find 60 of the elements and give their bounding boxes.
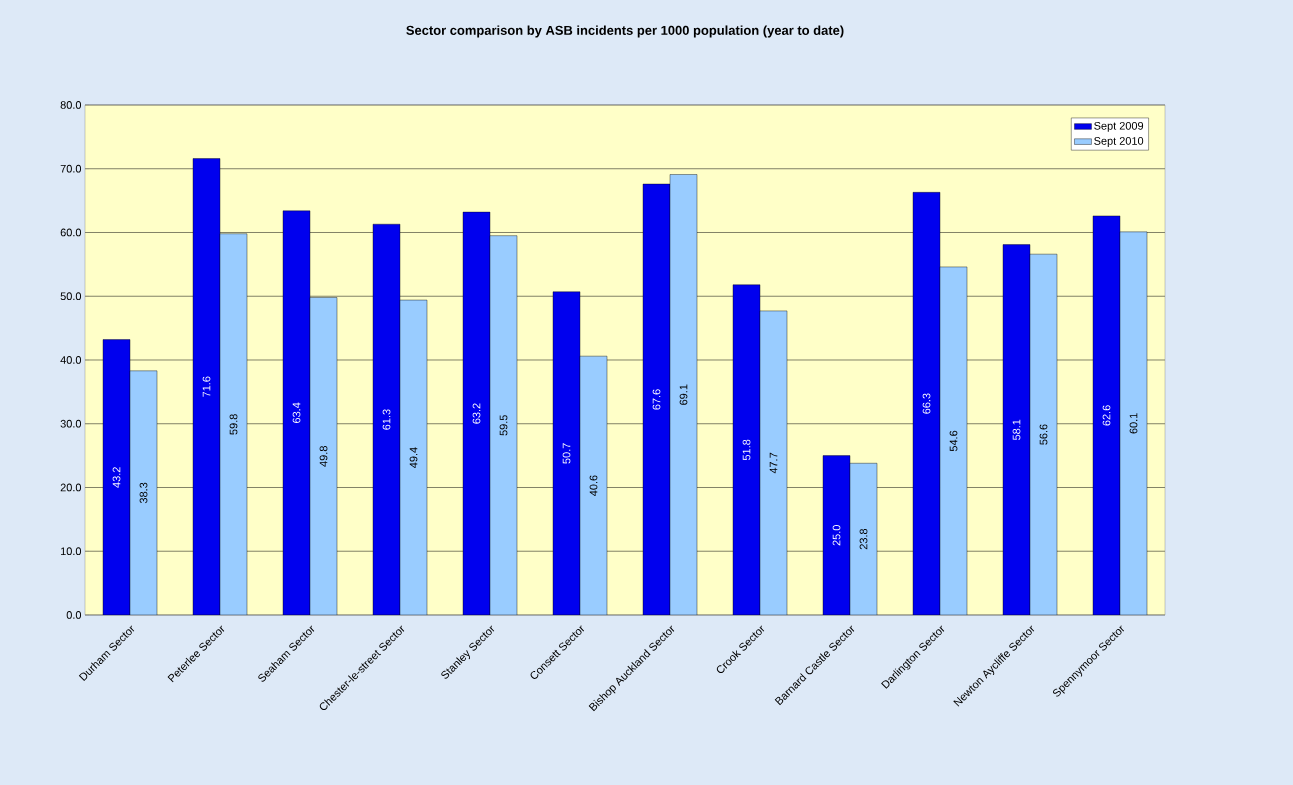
bar <box>372 224 401 615</box>
bar <box>1029 253 1058 615</box>
bar <box>1119 231 1148 615</box>
bar <box>849 463 878 615</box>
data-label: 47.7 <box>769 452 778 474</box>
data-label: 62.6 <box>1102 405 1111 426</box>
data-label: 54.6 <box>949 430 958 452</box>
data-label: 25.0 <box>832 525 841 546</box>
y-tick-label: 40.0 <box>60 356 82 364</box>
y-tick-label: 0.0 <box>66 611 82 619</box>
y-tick-label: 50.0 <box>60 292 82 301</box>
bar <box>552 291 581 615</box>
data-label: 63.4 <box>292 402 301 423</box>
data-label: 61.3 <box>382 409 391 430</box>
data-label: 63.2 <box>472 403 481 424</box>
bar <box>669 174 698 615</box>
y-tick-label: 10.0 <box>60 547 82 556</box>
bar <box>129 370 158 615</box>
data-label: 50.7 <box>562 443 571 464</box>
data-label: 59.5 <box>499 415 508 436</box>
bar <box>912 192 941 615</box>
data-label: 49.4 <box>409 447 418 468</box>
bar <box>759 310 788 615</box>
data-label: 66.3 <box>922 393 931 414</box>
bar <box>399 299 428 615</box>
data-label: 67.6 <box>652 389 661 410</box>
bar <box>1002 244 1031 615</box>
bar <box>102 339 131 615</box>
bar <box>282 210 311 615</box>
data-label: 69.1 <box>679 384 688 405</box>
y-tick-label: 60.0 <box>60 228 82 237</box>
bar <box>462 211 491 615</box>
bar <box>732 284 761 615</box>
data-label: 51.8 <box>742 439 751 461</box>
data-label: 71.6 <box>202 376 211 397</box>
chart-title: Sector comparison by ASB incidents per 1000 population (year to date) <box>406 25 844 38</box>
y-tick-label: 20.0 <box>60 483 82 492</box>
y-tick-label: 80.0 <box>60 101 82 109</box>
bar <box>192 158 221 615</box>
legend-label: Sept 2009 <box>1094 121 1144 132</box>
bar <box>579 355 608 615</box>
data-label: 43.2 <box>112 467 121 488</box>
data-label: 59.8 <box>229 414 238 435</box>
y-tick-label: 30.0 <box>60 419 82 428</box>
data-label: 49.8 <box>319 446 328 467</box>
bar <box>489 235 518 615</box>
bar <box>219 233 248 615</box>
data-label: 40.6 <box>589 475 598 496</box>
data-label: 56.6 <box>1039 424 1048 445</box>
y-tick-label: 70.0 <box>60 164 82 173</box>
bar <box>939 266 968 615</box>
bar <box>642 183 671 615</box>
data-label: 58.1 <box>1012 419 1021 441</box>
legend-label: Sept 2010 <box>1094 137 1144 147</box>
bar <box>822 455 851 615</box>
data-label: 60.1 <box>1129 413 1138 434</box>
bar <box>309 297 338 615</box>
bar <box>1092 215 1121 615</box>
data-label: 38.3 <box>139 482 148 504</box>
data-label: 23.8 <box>859 528 868 550</box>
